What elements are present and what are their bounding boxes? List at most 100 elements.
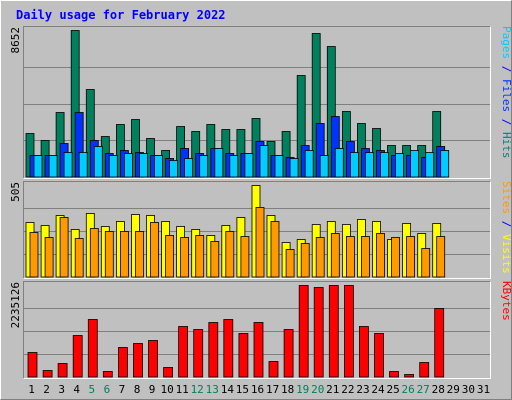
day-label-16: 16: [251, 383, 264, 396]
bar-sites-day-27: [421, 248, 431, 278]
bar-sites-day-23: [360, 236, 370, 278]
day-label-5: 5: [88, 383, 95, 396]
bar-pages-day-7: [124, 153, 133, 178]
day-label-10: 10: [160, 383, 173, 396]
bar-pages-day-2: [48, 155, 58, 178]
day-label-29: 29: [447, 383, 460, 396]
panel-hits: 8652 Pages / Files / Hits: [9, 26, 512, 179]
day-label-1: 1: [28, 383, 35, 396]
bar-kbytes-day-16: [253, 322, 264, 378]
day-label-30: 30: [462, 383, 475, 396]
panel-visits: 505 Sites / Visits: [9, 181, 512, 279]
day-label-18: 18: [281, 383, 294, 396]
day-label-3: 3: [58, 383, 65, 396]
day-label-15: 15: [236, 383, 249, 396]
day-label-20: 20: [311, 383, 324, 396]
bar-kbytes-day-13: [208, 322, 219, 378]
bar-kbytes-day-17: [268, 361, 279, 378]
day-label-27: 27: [417, 383, 430, 396]
panel-hits-border-dark: [23, 26, 491, 179]
bar-sites-day-14: [225, 231, 235, 278]
bar-kbytes-day-14: [223, 319, 234, 378]
day-label-22: 22: [341, 383, 354, 396]
bar-pages-day-10: [169, 160, 179, 178]
panel-kbytes: 2235126 KBytes: [9, 281, 512, 379]
bar-pages-day-17: [274, 155, 284, 178]
bar-kbytes-day-27: [419, 362, 430, 378]
bar-sites-day-4: [74, 238, 84, 278]
day-label-6: 6: [104, 383, 111, 396]
bar-kbytes-day-19: [298, 285, 309, 378]
bar-pages-day-14: [229, 155, 239, 178]
legend-entry: KBytes: [500, 281, 512, 321]
day-label-2: 2: [43, 383, 50, 396]
day-label-24: 24: [371, 383, 385, 396]
day-label-23: 23: [356, 383, 369, 396]
bar-sites-day-1: [29, 232, 39, 278]
bar-kbytes-day-21: [328, 285, 339, 378]
day-label-31: 31: [477, 383, 490, 396]
bar-kbytes-day-1: [27, 352, 38, 378]
panel-hits-max-label: 8652: [9, 27, 22, 54]
day-label-7: 7: [119, 383, 126, 396]
bar-kbytes-day-15: [238, 333, 249, 378]
day-label-12: 12: [191, 383, 204, 396]
bar-pages-day-3: [63, 152, 73, 178]
bar-pages-day-20: [319, 155, 329, 178]
bar-kbytes-day-28: [434, 308, 445, 378]
bar-kbytes-day-22: [343, 285, 354, 378]
bar-pages-day-15: [244, 153, 254, 178]
bar-kbytes-day-7: [118, 347, 128, 378]
bar-kbytes-day-26: [404, 374, 415, 378]
bar-kbytes-day-18: [283, 329, 294, 378]
bar-kbytes-day-2: [42, 370, 53, 378]
legend-entry: Hits: [500, 132, 512, 159]
day-label-9: 9: [149, 383, 156, 396]
day-label-8: 8: [134, 383, 141, 396]
panel-kbytes-legend: KBytes: [500, 281, 512, 321]
bar-kbytes-day-3: [57, 363, 68, 378]
day-label-11: 11: [176, 383, 189, 396]
panel-kbytes-border-light: [23, 281, 491, 379]
bar-pages-day-24: [380, 152, 389, 178]
bar-sites-day-21: [330, 233, 340, 278]
bar-sites-day-17: [270, 221, 280, 278]
bar-kbytes-day-8: [133, 343, 143, 378]
bar-sites-day-15: [240, 236, 250, 278]
bar-sites-day-24: [376, 233, 385, 278]
bar-sites-day-7: [120, 231, 129, 278]
legend-entry: /: [500, 214, 512, 234]
legend-entry: Sites: [500, 181, 512, 214]
bar-sites-day-22: [345, 236, 355, 278]
bar-sites-day-12: [195, 235, 205, 278]
bar-pages-day-12: [199, 155, 209, 178]
panel-visits-border-light: [23, 181, 491, 279]
bar-sites-day-11: [180, 237, 190, 278]
day-label-26: 26: [401, 383, 414, 396]
bar-sites-day-16: [255, 207, 265, 278]
bar-sites-day-2: [44, 237, 54, 278]
chart-title: Daily usage for February 2022: [16, 8, 226, 22]
panel-hits-border-light: [23, 26, 491, 179]
bar-pages-day-11: [184, 158, 194, 178]
bar-sites-day-19: [300, 243, 310, 278]
bar-pages-day-18: [289, 158, 299, 178]
bar-pages-day-27: [425, 152, 435, 178]
bar-pages-day-22: [349, 152, 359, 178]
legend-entry: Pages: [500, 26, 512, 59]
panel-visits-border-dark: [23, 181, 491, 279]
bar-pages-day-26: [410, 150, 420, 178]
legend-entry: /: [500, 112, 512, 132]
bar-pages-day-13: [214, 148, 224, 178]
x-axis-day-labels: 1 2 3 4 5 6 7 8 9 10 11 12 13 14 15 16 17 18 19 20 21 22 23 24 2…: [28, 383, 490, 396]
bar-pages-day-25: [395, 153, 404, 178]
bar-kbytes-day-6: [102, 371, 113, 378]
bar-sites-day-3: [59, 217, 69, 278]
day-label-25: 25: [386, 383, 399, 396]
bar-sites-day-6: [104, 231, 114, 278]
bar-sites-day-26: [406, 236, 416, 278]
legend-entry: Files: [500, 79, 512, 112]
bar-sites-day-5: [89, 228, 99, 278]
bar-pages-day-21: [334, 148, 344, 178]
